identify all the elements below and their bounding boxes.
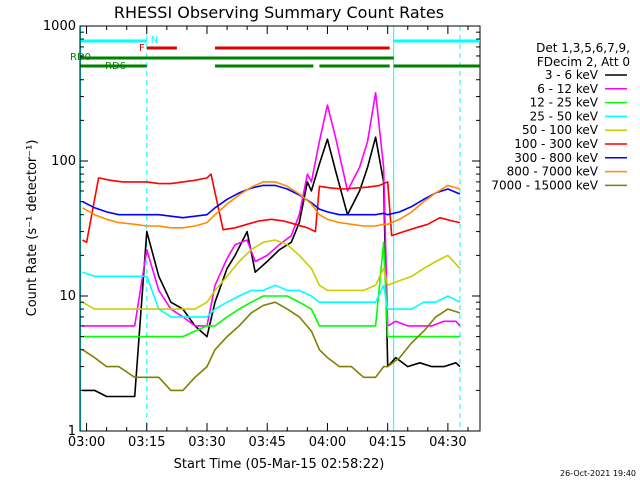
x-tick-label: 03:00 [68,435,105,450]
legend-entry-label: 300 - 800 keV [514,151,598,165]
legend-entry-label: 12 - 25 keV [530,96,599,110]
flag-bar-label: N [151,35,158,46]
flag-bar-segment [215,57,394,60]
flag-bar-segment [215,47,390,50]
chart-svg: RHESSI Observing Summary Count Rates 110… [0,0,640,480]
y-tick-label: 10 [59,289,76,304]
x-tick-label: 04:00 [309,435,346,450]
flag-bar-segment [147,47,177,50]
legend-entry-label: 7000 - 15000 keV [491,178,598,192]
legend-header-line-2: FDecim 2, Att 0 [537,55,630,69]
legend: Det 1,3,5,6,7,9, FDecim 2, Att 0 3 - 6 k… [491,41,630,192]
legend-entry-label: 100 - 300 keV [514,137,598,151]
series-line-5 [83,174,460,242]
footer-timestamp: 26-Oct-2021 19:40 [560,469,636,478]
flag-bar-segment [319,65,389,68]
x-tick-label: 03:45 [248,435,285,450]
flag-bar-segment [215,65,313,68]
legend-entry-label: 800 - 7000 keV [507,165,599,179]
legend-entry-label: 25 - 50 keV [530,109,599,123]
flag-bar-label: RD0 [70,52,91,63]
y-tick-label: 100 [51,154,76,169]
legend-entry-label: 3 - 6 keV [545,68,599,82]
flag-bar-segment [394,40,480,43]
series-line-2 [83,242,460,336]
x-axis-label: Start Time (05-Mar-15 02:58:22) [174,457,385,472]
legend-entry-label: 6 - 12 keV [537,82,599,96]
flag-bar-segment [81,57,215,60]
x-tick-label: 03:15 [128,435,165,450]
series-line-0 [83,137,460,396]
legend-header-line-1: Det 1,3,5,6,7,9, [536,41,630,55]
flag-bar-label: RD6 [105,61,126,72]
flag-bar-segment [81,40,147,43]
y-tick-label: 1000 [43,19,76,34]
flag-bar-segment [394,65,480,68]
legend-entry-label: 50 - 100 keV [522,123,599,137]
series-line-6 [83,185,460,217]
series-line-1 [83,93,460,326]
chart-title: RHESSI Observing Summary Count Rates [114,3,444,22]
flag-bar-label: F [139,43,145,54]
chart-canvas: RHESSI Observing Summary Count Rates 1 10… [0,0,640,480]
x-tick-label: 04:30 [429,435,466,450]
plot-frame [80,26,480,431]
series-line-7 [83,182,460,228]
y-axis-label: Count Rate (s⁻¹ detector⁻¹) [25,140,40,317]
x-tick-label: 03:30 [188,435,225,450]
x-tick-label: 04:15 [369,435,406,450]
